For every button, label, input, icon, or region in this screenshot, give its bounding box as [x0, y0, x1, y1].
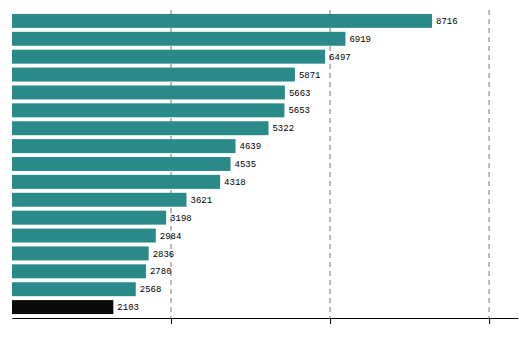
data-label: 2568: [140, 285, 162, 295]
data-label: 6919: [349, 35, 371, 45]
tick: [330, 318, 331, 324]
data-label: 5322: [272, 124, 294, 134]
bars: [12, 14, 432, 314]
plot-area: 8716 6919 6497 5871 5663 5653 5322 4639 4535 4318…: [12, 10, 519, 324]
data-label: 4318: [224, 178, 246, 188]
data-label: 2836: [153, 250, 175, 260]
data-label: 2780: [150, 267, 172, 277]
bar: [12, 282, 136, 296]
bar: [12, 175, 220, 189]
bar: [12, 121, 268, 135]
bar: [12, 85, 285, 99]
bar: [12, 264, 146, 278]
data-label: 4535: [235, 160, 257, 170]
tick: [489, 318, 490, 324]
bar: [12, 139, 236, 153]
data-label: 8716: [436, 17, 458, 27]
chart-svg: 8716 6919 6497 5871 5663 5653 5322 4639 4535 4318…: [0, 0, 530, 340]
data-label: 4639: [240, 142, 262, 152]
data-label: 5663: [289, 89, 311, 99]
bar: [12, 211, 166, 225]
data-label: 5653: [288, 106, 310, 116]
grid-line: [489, 10, 490, 318]
bar: [12, 103, 284, 117]
data-label: 6497: [329, 53, 351, 63]
data-label: 5871: [299, 71, 321, 81]
data-label: 3198: [170, 214, 192, 224]
tick-mark: [489, 318, 490, 324]
tick-mark: [171, 318, 172, 324]
bar: [12, 246, 149, 260]
bar: [12, 157, 231, 171]
data-label: 2103: [117, 303, 139, 313]
x-axis: [13, 318, 519, 324]
bar: [12, 68, 295, 82]
bar: [12, 50, 325, 64]
bar: [12, 14, 432, 28]
bar: [12, 193, 186, 207]
bar: [12, 32, 345, 46]
axis-line: [13, 318, 519, 319]
tick-mark: [330, 318, 331, 324]
bar: [12, 300, 113, 314]
data-labels: 8716 6919 6497 5871 5663 5653 5322 4639 4535 4318…: [117, 17, 457, 313]
data-label: 3621: [190, 196, 212, 206]
tick: [171, 318, 172, 324]
data-label: 2984: [160, 232, 182, 242]
bar: [12, 229, 156, 243]
